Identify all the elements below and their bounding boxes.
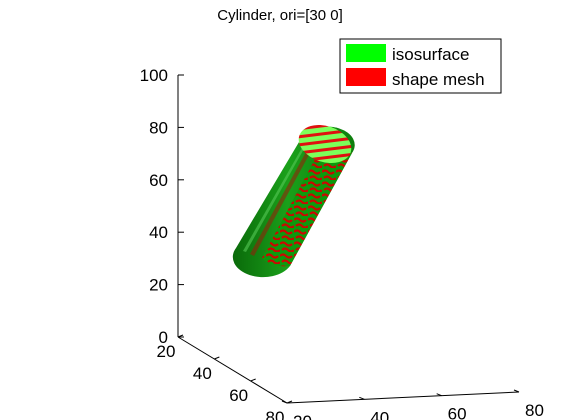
legend-swatch-shape-mesh [346,68,386,86]
y-axis-line [286,391,520,404]
z-tick-label: 100 [140,66,168,85]
cylinder-mesh-side [262,145,352,267]
x-tick-label: 20 [157,342,176,361]
x-tick-mark [214,356,220,360]
z-tick-label: 0 [159,328,168,347]
y-tick-label: 80 [525,401,544,420]
y-tick-mark [436,393,442,397]
y-tick-label: 60 [448,405,467,420]
x-tick-label: 60 [229,386,248,405]
y-tick-mark [281,400,288,404]
cylinder-top-cap [298,124,352,164]
y-tick-mark [513,389,520,393]
x-tick-mark [286,400,293,404]
legend-swatch-isosurface [346,44,386,62]
legend-label-shape-mesh: shape mesh [392,70,485,89]
legend: isosurface shape mesh [339,38,502,94]
y-tick-label: 20 [293,412,312,420]
x-axis-line [177,336,288,404]
z-tick-label: 80 [149,118,168,137]
legend-label-isosurface: isosurface [392,45,469,64]
z-tick-label: 60 [149,171,168,190]
x-tick-label: 80 [266,408,285,420]
y-tick-label: 40 [370,408,389,420]
cylinder-stripe [243,139,309,252]
chart-title: Cylinder, ori=[30 0] [217,7,343,24]
cylinder-stripe [250,141,316,256]
cylinder-object [232,124,355,278]
z-tick-label: 20 [149,276,168,295]
chart-title-text: Cylinder, ori=[30 0] [217,7,343,24]
x-tick-mark [250,378,256,382]
z-tick-label: 40 [149,223,168,242]
y-tick-mark [359,396,365,400]
x-tick-mark [177,334,184,338]
x-tick-label: 40 [193,364,212,383]
